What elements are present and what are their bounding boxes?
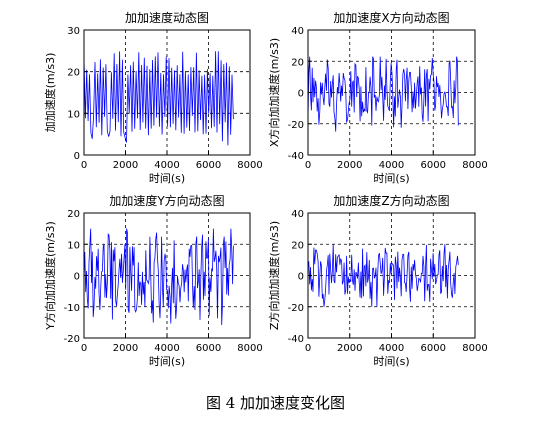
y-tick-label: -20 <box>288 120 304 131</box>
subplot-4: 0 2000 4000 6000 8000 -40 -20 0 20 40 加加速度Z方向动态图时间… <box>267 193 488 368</box>
x-tick-label: 4000 <box>154 160 179 171</box>
x-tick-label: 0 <box>305 343 311 354</box>
subplot-2: 0 2000 4000 6000 8000 -40 -20 0 20 40 加加速度X方向动态图时间… <box>267 10 488 185</box>
y-tick-label: -10 <box>64 303 80 314</box>
y-tick-label: 0 <box>74 151 80 162</box>
y-axis-label: Z方向加加速度(m/s3) <box>267 221 281 330</box>
y-tick-label: 20 <box>67 209 80 220</box>
x-tick-label: 6000 <box>421 343 446 354</box>
x-tick-label: 2000 <box>113 343 138 354</box>
x-tick-label: 8000 <box>237 160 262 171</box>
y-tick-label: -20 <box>288 303 304 314</box>
y-axis-label: 加加速度(m/s3) <box>43 53 57 133</box>
x-tick-label: 4000 <box>379 343 404 354</box>
x-tick-label: 8000 <box>462 160 487 171</box>
x-tick-label: 4000 <box>379 160 404 171</box>
y-axis-label: X方向加加速度(m/s3) <box>267 38 281 147</box>
x-axis-label: 时间(s) <box>373 355 409 368</box>
series-line <box>83 228 234 326</box>
y-tick-label: 20 <box>291 57 304 68</box>
x-tick-label: 0 <box>81 160 87 171</box>
y-tick-label: 0 <box>298 272 304 283</box>
chart-title: 加加速度X方向动态图 <box>333 10 449 25</box>
x-tick-label: 8000 <box>462 343 487 354</box>
x-tick-label: 0 <box>81 343 87 354</box>
x-tick-label: 2000 <box>337 160 362 171</box>
y-tick-label: -40 <box>288 151 304 162</box>
y-tick-label: 30 <box>67 26 80 37</box>
y-tick-label: 20 <box>67 68 80 79</box>
y-tick-label: 40 <box>291 26 304 37</box>
subplot-3: 0 2000 4000 6000 8000 -20 -10 0 10 20 加加速度Y方向动态图时间… <box>43 193 263 368</box>
y-tick-label: -40 <box>288 334 304 345</box>
chart-title: 加加速度Z方向动态图 <box>333 193 449 208</box>
y-tick-label: -20 <box>64 334 80 345</box>
x-tick-label: 6000 <box>196 160 221 171</box>
chart-title: 加加速度Y方向动态图 <box>109 193 224 208</box>
x-tick-label: 2000 <box>337 343 362 354</box>
figure-caption: 图 4 加加速度变化图 <box>205 394 346 412</box>
y-tick-label: 20 <box>291 240 304 251</box>
x-tick-label: 6000 <box>196 343 221 354</box>
y-tick-label: 0 <box>74 272 80 283</box>
x-tick-label: 0 <box>305 160 311 171</box>
series-line <box>307 244 459 307</box>
x-tick-label: 8000 <box>237 343 262 354</box>
x-axis-label: 时间(s) <box>373 172 409 185</box>
series-line <box>307 56 459 132</box>
series-line <box>83 51 234 146</box>
y-tick-label: 0 <box>298 89 304 100</box>
y-axis-label: Y方向加加速度(m/s3) <box>43 221 57 330</box>
y-tick-label: 40 <box>291 209 304 220</box>
x-tick-label: 6000 <box>421 160 446 171</box>
x-axis-label: 时间(s) <box>149 172 185 185</box>
x-tick-label: 2000 <box>113 160 138 171</box>
chart-title: 加加速度动态图 <box>125 10 209 25</box>
y-tick-label: 10 <box>67 240 80 251</box>
x-axis-label: 时间(s) <box>149 355 185 368</box>
x-tick-label: 4000 <box>154 343 179 354</box>
y-tick-label: 10 <box>67 109 80 120</box>
